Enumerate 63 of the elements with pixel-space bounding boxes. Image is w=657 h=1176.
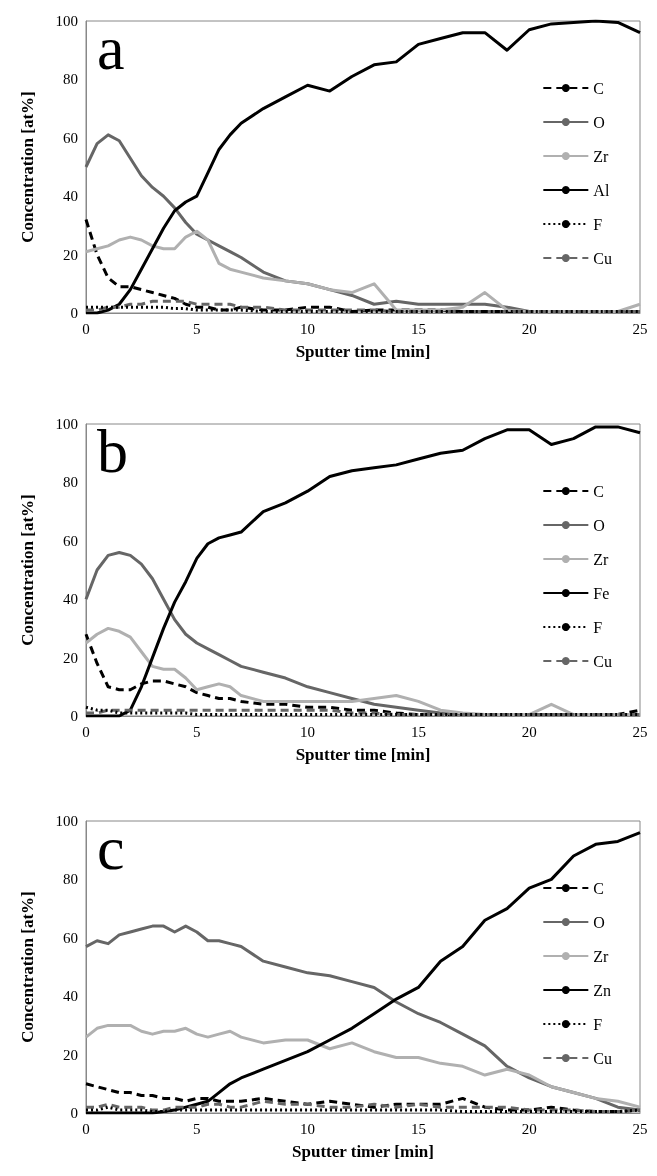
y-axis-title: Concentration [at%] <box>18 494 37 646</box>
legend-label: C <box>593 79 604 97</box>
y-tick-label: 80 <box>63 474 78 491</box>
y-axis-title: Concentration [at%] <box>18 91 37 243</box>
x-tick-label: 25 <box>632 1120 648 1137</box>
x-tick-label: 20 <box>521 1120 537 1137</box>
x-tick-label: 15 <box>410 1120 426 1137</box>
chart-title: b <box>97 417 128 485</box>
y-tick-label: 80 <box>63 871 78 888</box>
legend-label: Zr <box>593 147 610 165</box>
y-tick-label: 40 <box>63 188 78 205</box>
y-tick-label: 100 <box>55 416 78 432</box>
x-tick-label: 5 <box>193 1120 201 1137</box>
y-tick-label: 80 <box>63 71 78 88</box>
legend-label: F <box>593 215 603 233</box>
legend-label: Zn <box>593 981 612 999</box>
chart-title: a <box>97 14 125 82</box>
legend-label: Zr <box>593 947 610 965</box>
legend-label: Cu <box>593 249 612 267</box>
x-axis-title: Sputter time [min] <box>295 745 431 764</box>
y-tick-label: 100 <box>55 13 78 29</box>
legend-label: O <box>593 516 605 534</box>
x-axis-title: Sputter timer [min] <box>292 1142 434 1161</box>
x-tick-label: 5 <box>193 723 201 740</box>
chart-title: c <box>97 814 125 882</box>
x-tick-label: 15 <box>410 723 426 740</box>
legend-label: Zr <box>593 550 610 568</box>
y-tick-label: 0 <box>70 305 78 321</box>
y-tick-label: 20 <box>63 246 78 263</box>
y-tick-label: 60 <box>63 129 78 146</box>
x-tick-label: 20 <box>521 723 537 740</box>
legend-label: C <box>593 879 604 897</box>
x-tick-label: 10 <box>300 1120 316 1137</box>
legend-label: O <box>593 113 605 131</box>
y-tick-label: 60 <box>63 532 78 549</box>
x-tick-label: 20 <box>521 320 537 337</box>
x-tick-label: 5 <box>193 320 201 337</box>
x-tick-label: 25 <box>632 723 648 740</box>
legend-label: Cu <box>593 652 612 670</box>
y-tick-label: 100 <box>55 813 78 829</box>
legend-label: F <box>593 618 603 636</box>
x-tick-label: 15 <box>410 320 426 337</box>
y-tick-label: 60 <box>63 929 78 946</box>
y-tick-label: 20 <box>63 1046 78 1063</box>
y-tick-label: 40 <box>63 988 78 1005</box>
y-tick-label: 0 <box>70 708 78 724</box>
legend-label: C <box>593 482 604 500</box>
legend-label: Cu <box>593 1049 612 1067</box>
x-axis-title: Sputter time [min] <box>295 342 431 361</box>
y-tick-label: 20 <box>63 649 78 666</box>
x-tick-label: 10 <box>300 320 316 337</box>
y-axis-title: Concentration [at%] <box>18 891 37 1043</box>
x-tick-label: 0 <box>82 320 90 337</box>
y-tick-label: 0 <box>70 1105 78 1121</box>
legend-label: Fe <box>593 584 610 602</box>
legend-label: Al <box>593 181 610 199</box>
x-tick-label: 0 <box>82 1120 90 1137</box>
y-tick-label: 40 <box>63 591 78 608</box>
legend-label: O <box>593 913 605 931</box>
x-tick-label: 25 <box>632 320 648 337</box>
x-tick-label: 0 <box>82 723 90 740</box>
legend-label: F <box>593 1015 603 1033</box>
x-tick-label: 10 <box>300 723 316 740</box>
